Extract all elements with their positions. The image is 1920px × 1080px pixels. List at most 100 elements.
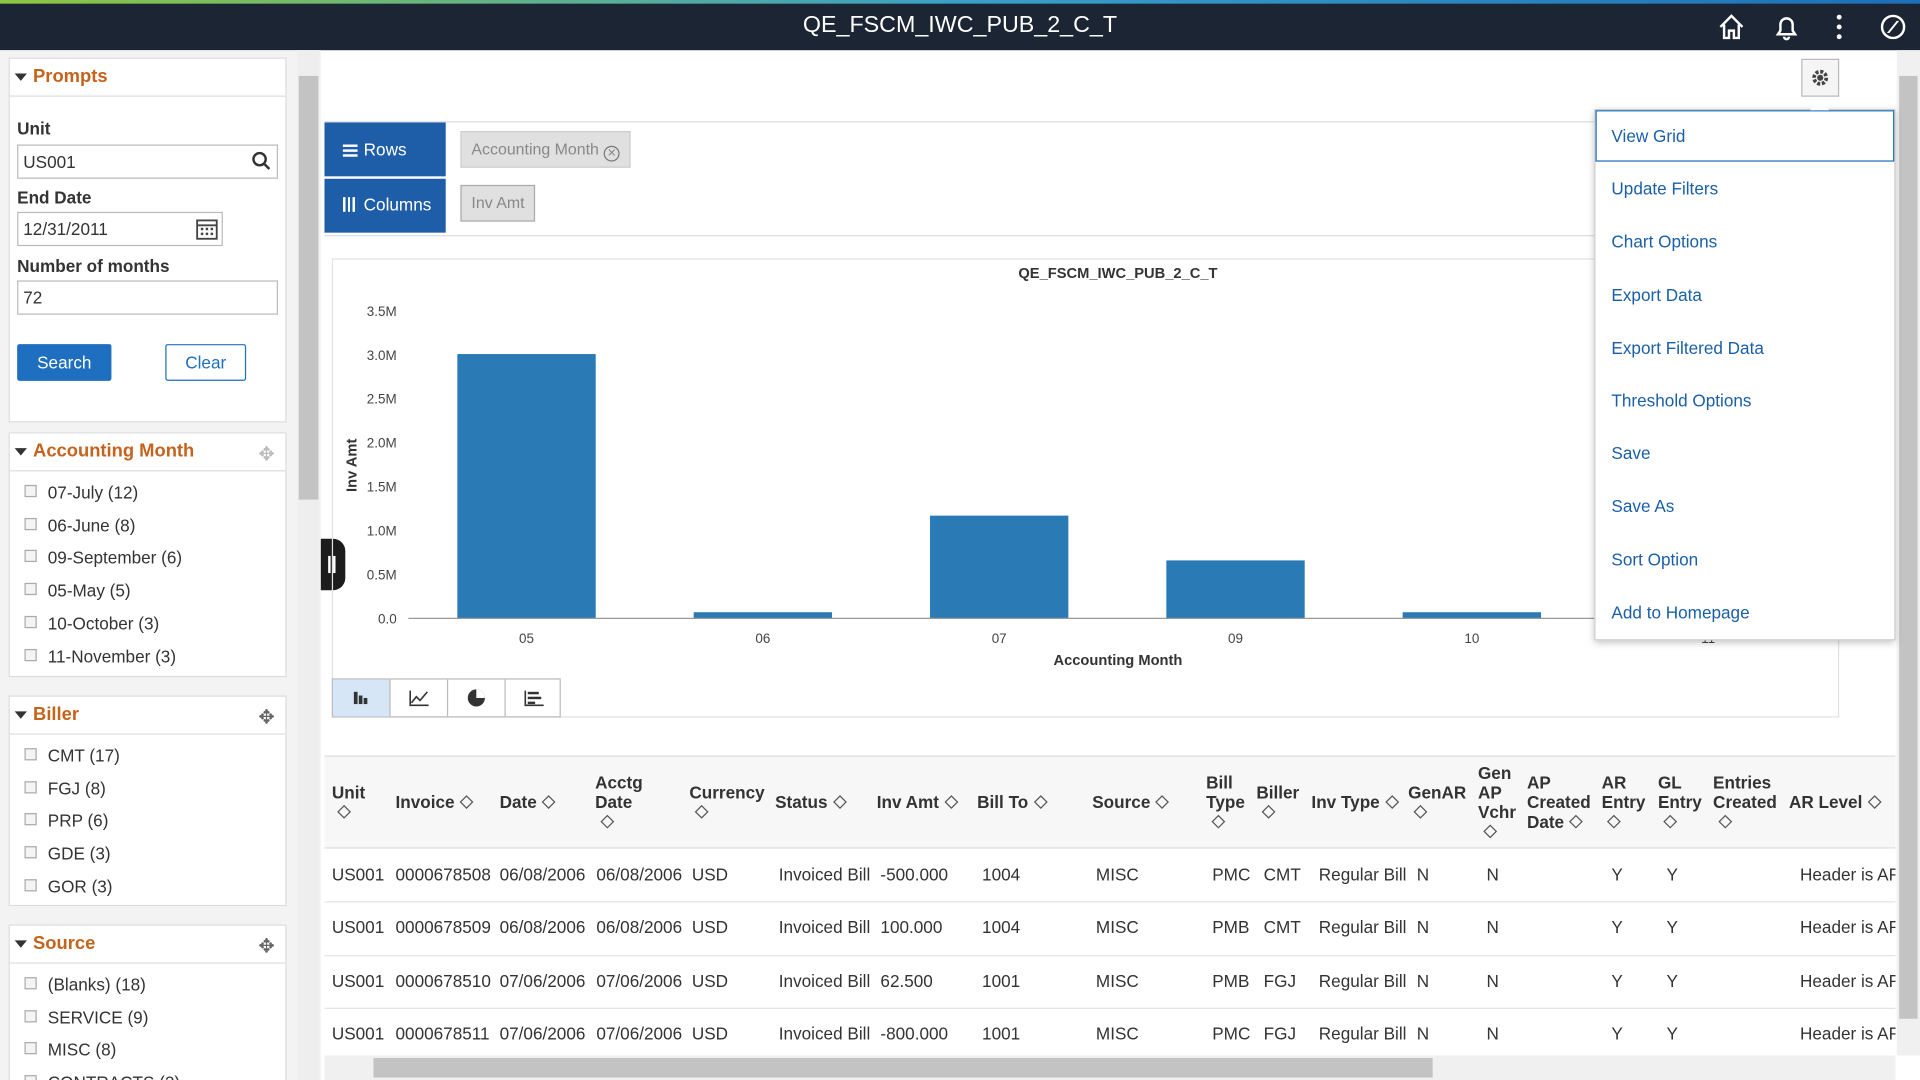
- columns-chip[interactable]: Inv Amt: [460, 184, 536, 222]
- column-header[interactable]: Gen AP Vchr: [1478, 758, 1516, 846]
- menu-item[interactable]: Chart Options: [1611, 231, 1718, 252]
- search-icon[interactable]: [251, 151, 273, 173]
- table-cell: 06/08/2006: [596, 917, 683, 938]
- facet-item[interactable]: (Blanks) (18): [24, 975, 146, 994]
- drag-icon: ✥: [258, 444, 275, 466]
- header-text: GenAR: [1408, 782, 1467, 803]
- facet-header[interactable]: Accounting Month: [14, 441, 195, 462]
- column-header[interactable]: AP Created Date: [1527, 758, 1596, 846]
- column-header[interactable]: Currency: [689, 758, 765, 846]
- column-header[interactable]: Bill To: [977, 758, 1087, 846]
- column-header[interactable]: Status: [775, 758, 873, 846]
- navbar-icon[interactable]: [1880, 14, 1906, 40]
- table-cell: PMC: [1212, 1023, 1251, 1044]
- unit-input[interactable]: US001: [17, 144, 278, 179]
- facet-item-text: 06-June (8): [47, 515, 136, 535]
- facet-item[interactable]: FGJ (8): [24, 778, 106, 798]
- months-input[interactable]: 72: [17, 280, 278, 315]
- column-header[interactable]: Acctg Date: [595, 758, 646, 846]
- facet-panel: [8, 695, 287, 907]
- sort-icon: [1211, 814, 1226, 829]
- facet-header[interactable]: Biller: [14, 704, 79, 725]
- table-cell: US001: [331, 917, 385, 938]
- search-button[interactable]: Search: [17, 344, 112, 381]
- date-input[interactable]: 12/31/2011: [17, 211, 223, 247]
- menu-item[interactable]: Export Filtered Data: [1611, 337, 1764, 358]
- facet-item[interactable]: SERVICE (9): [24, 1007, 148, 1027]
- column-header[interactable]: Invoice: [396, 758, 494, 846]
- chip-remove[interactable]: ✕: [603, 145, 620, 162]
- header-text: Invoice: [395, 792, 455, 812]
- clear-button[interactable]: Clear: [165, 344, 247, 381]
- facet-item[interactable]: 10-October (3): [24, 613, 159, 633]
- header-cell: Invoice: [395, 792, 474, 812]
- column-header[interactable]: Inv Amt: [877, 758, 975, 846]
- prompts-header[interactable]: Prompts: [14, 66, 108, 87]
- header-text: Date: [499, 792, 537, 812]
- v-scroll-thumb[interactable]: [1899, 75, 1918, 1019]
- column-header[interactable]: Inv Type: [1311, 758, 1399, 846]
- column-header[interactable]: AR Entry: [1602, 758, 1651, 846]
- table-cell: Header is AR: [1800, 917, 1896, 938]
- column-header[interactable]: GenAR: [1408, 758, 1472, 846]
- menu-item[interactable]: Save: [1611, 443, 1651, 464]
- x-tick-label: 06: [755, 631, 770, 646]
- facet-item[interactable]: CONTRACTS (2): [24, 1073, 180, 1080]
- sort-icon: [1261, 804, 1276, 819]
- column-header[interactable]: Date: [500, 758, 586, 846]
- h-scroll-thumb[interactable]: [373, 1057, 1433, 1078]
- header-text: GL Entry: [1657, 772, 1702, 812]
- table-cell: MISC: [1095, 917, 1139, 938]
- table-cell: USD: [691, 917, 729, 938]
- facet-item[interactable]: GDE (3): [24, 844, 111, 863]
- facet-item[interactable]: 05-May (5): [24, 581, 131, 600]
- chip-text: Accounting Month: [471, 139, 599, 158]
- top-bar: [0, 0, 1920, 51]
- menu-item[interactable]: Update Filters: [1611, 179, 1719, 199]
- bell-icon[interactable]: [1775, 17, 1798, 41]
- more-icon[interactable]: [1836, 14, 1842, 40]
- line-chart-button[interactable]: [391, 679, 449, 717]
- sort-icon: [1483, 824, 1498, 839]
- menu-item[interactable]: View Grid: [1611, 126, 1686, 146]
- y-tick-label: 3.0M: [367, 348, 397, 363]
- header-icons: [1719, 14, 1906, 41]
- pie-chart-button[interactable]: [448, 679, 506, 717]
- column-header[interactable]: Unit: [332, 758, 381, 846]
- facet-item[interactable]: 06-June (8): [24, 515, 135, 535]
- facet-item[interactable]: GOR (3): [24, 876, 113, 896]
- column-header[interactable]: GL Entry: [1658, 758, 1707, 846]
- facet-item[interactable]: 09-September (6): [24, 548, 182, 567]
- hbar-chart-button[interactable]: [506, 680, 562, 717]
- menu-item[interactable]: Threshold Options: [1611, 390, 1752, 411]
- table-cell: MISC: [1095, 970, 1139, 991]
- facet-item[interactable]: MISC (8): [24, 1040, 116, 1060]
- header-text: AP Created Date: [1526, 772, 1591, 832]
- home-icon[interactable]: [1719, 14, 1744, 40]
- column-header[interactable]: Source: [1092, 758, 1202, 846]
- facet-item[interactable]: PRP (6): [24, 811, 108, 831]
- menu-item[interactable]: Save As: [1611, 496, 1675, 516]
- column-header[interactable]: Entries Created: [1713, 758, 1791, 846]
- calendar-icon[interactable]: [195, 217, 219, 241]
- menu-item[interactable]: Sort Option: [1611, 549, 1699, 569]
- table-cell: PMB: [1212, 970, 1250, 991]
- rows-label: Rows: [342, 140, 407, 159]
- menu-item[interactable]: Add to Homepage: [1611, 602, 1750, 622]
- rows-chip[interactable]: Accounting Month ✕: [460, 131, 631, 168]
- header-text: Inv Type: [1311, 792, 1380, 812]
- checkbox: [24, 582, 37, 596]
- facet-item[interactable]: CMT (17): [24, 746, 120, 765]
- facet-header[interactable]: Source: [14, 933, 96, 954]
- column-header[interactable]: AR Level: [1789, 758, 1896, 846]
- facet-item[interactable]: 11-November (3): [24, 646, 176, 666]
- sort-icon: [1155, 795, 1170, 809]
- column-header[interactable]: Biller: [1256, 758, 1305, 846]
- table-cell: Regular Bill: [1318, 864, 1407, 885]
- menu-item[interactable]: Export Data: [1611, 284, 1702, 305]
- column-header[interactable]: Bill Type: [1206, 758, 1248, 846]
- bar-chart-button[interactable]: [333, 679, 391, 717]
- left-scroll-thumb[interactable]: [298, 75, 319, 500]
- facet-item[interactable]: 07-July (12): [24, 482, 138, 502]
- table-cell: Y: [1611, 864, 1623, 885]
